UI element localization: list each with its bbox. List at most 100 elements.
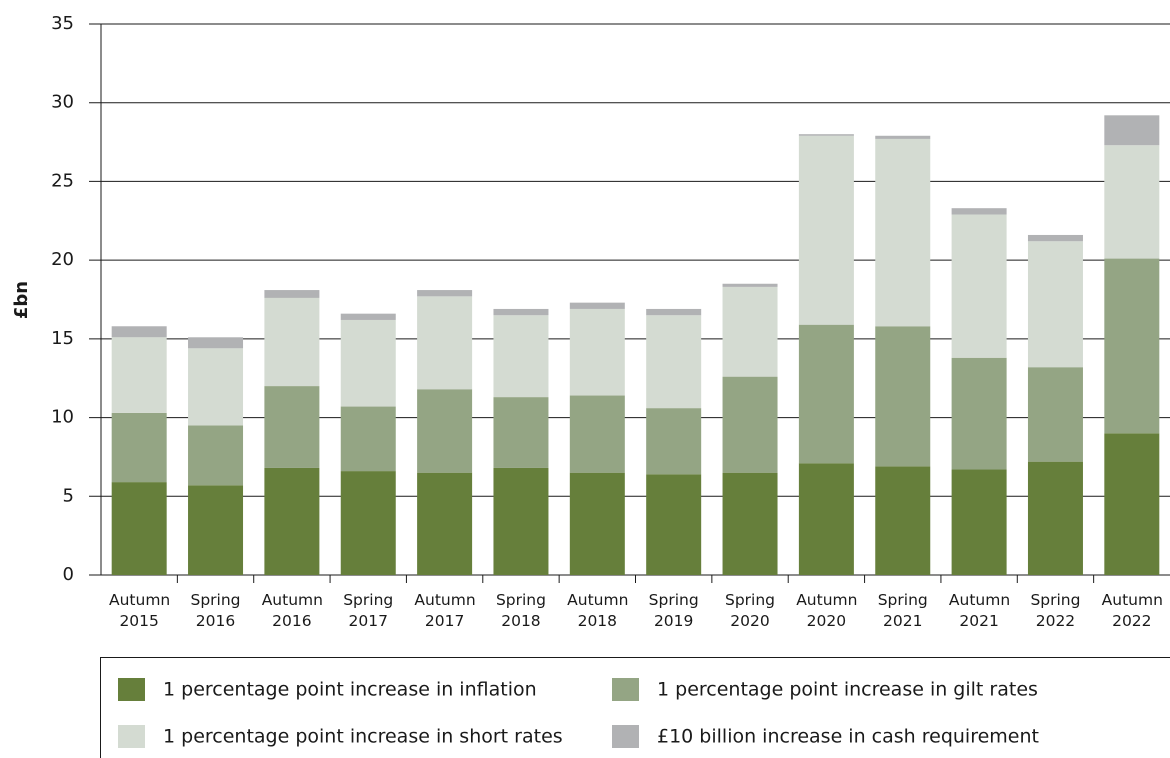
x-tick-label: Spring 2021: [877, 591, 928, 630]
bar-segment: [1027, 367, 1083, 462]
y-tick-label: 0: [63, 564, 74, 585]
x-tick-label: Spring 2017: [343, 591, 394, 630]
legend-label: 1 percentage point increase in inflation: [163, 679, 537, 701]
bar-segment: [569, 395, 625, 473]
x-tick-label-box: Autumn 2016: [261, 591, 323, 630]
x-tick-label: Spring 2019: [648, 591, 699, 630]
bar-segment: [646, 474, 702, 575]
bar-segment: [188, 485, 244, 575]
bar-segment: [417, 290, 473, 297]
x-tick-label-box: Autumn 2018: [567, 591, 629, 630]
x-tick-label: Autumn 2017: [414, 591, 476, 630]
bar-segment: [340, 471, 396, 575]
x-tick-label: Spring 2016: [190, 591, 241, 630]
bar-segment: [340, 319, 396, 407]
bar-segment: [264, 467, 320, 575]
bar-segment: [493, 467, 549, 575]
y-tick-label: 10: [51, 407, 74, 428]
x-tick-label: Spring 2020: [725, 591, 776, 630]
bar-segment: [798, 135, 854, 325]
bar-segment: [722, 472, 778, 575]
x-tick-label: Autumn 2021: [948, 591, 1011, 630]
bar-segment: [1104, 115, 1160, 146]
bar-segment: [569, 302, 625, 309]
x-tick-label-box: Autumn 2020: [796, 591, 858, 630]
bar-segment: [111, 482, 167, 575]
bar-segment: [646, 308, 702, 316]
bar-segment: [188, 425, 244, 486]
y-tick-label: 25: [51, 170, 74, 191]
bar-segment: [951, 208, 1007, 215]
x-tick-label-box: Spring 2022: [1030, 591, 1081, 630]
bar-segment: [798, 134, 854, 136]
legend-label: £10 billion increase in cash requirement: [657, 726, 1039, 748]
x-tick-label-box: Spring 2018: [495, 591, 546, 630]
bar-segment: [1104, 258, 1160, 434]
bar-segment: [1027, 234, 1083, 242]
bar-segment: [340, 313, 396, 320]
legend-swatch: [118, 725, 145, 748]
bar-segment: [493, 397, 549, 468]
bar-segment: [951, 469, 1007, 575]
bar-segment: [340, 406, 396, 472]
bar-segment: [569, 472, 625, 575]
bar-segment: [264, 290, 320, 298]
legend-swatch: [118, 678, 145, 701]
x-tick-label-box: Autumn 2022: [1101, 591, 1163, 630]
x-tick-label-box: Autumn 2021: [948, 591, 1011, 630]
bar-segment: [646, 408, 702, 475]
x-tick-label-box: Spring 2016: [190, 591, 241, 630]
x-tick-label: Autumn 2018: [567, 591, 629, 630]
legend-label: 1 percentage point increase in short rat…: [163, 726, 563, 748]
bar-segment: [264, 386, 320, 468]
x-tick-label-box: Spring 2017: [343, 591, 394, 630]
bar-segment: [188, 348, 244, 426]
x-tick-label: Autumn 2022: [1101, 591, 1163, 630]
bar-segment: [1104, 145, 1160, 259]
legend-swatch: [612, 678, 639, 701]
bar-segment: [798, 324, 854, 464]
bar-segment: [1104, 433, 1160, 575]
bar-segment: [1027, 241, 1083, 368]
bar-segment: [875, 135, 931, 139]
bar-segment: [264, 297, 320, 387]
bar-segment: [722, 286, 778, 377]
bar-segment: [1027, 461, 1083, 575]
x-tick-label: Autumn 2016: [261, 591, 323, 630]
bar-segment: [722, 376, 778, 473]
bar-segment: [493, 308, 549, 316]
bar-segment: [951, 214, 1007, 358]
y-tick-label: 30: [51, 92, 74, 113]
x-tick-label: Spring 2018: [495, 591, 546, 630]
bar-segment: [417, 296, 473, 390]
y-tick-label: 20: [51, 249, 74, 270]
bar-segment: [798, 463, 854, 575]
bar-segment: [646, 315, 702, 409]
bar-segment: [569, 308, 625, 396]
x-tick-label: Autumn 2015: [109, 591, 171, 630]
bar-segment: [875, 326, 931, 467]
bar-segment: [951, 357, 1007, 470]
bar-segment: [111, 326, 167, 338]
x-tick-label-box: Spring 2021: [877, 591, 928, 630]
legend-swatch: [612, 725, 639, 748]
bar-segment: [875, 138, 931, 327]
legend-frame: [100, 657, 1170, 758]
y-tick-label: 15: [51, 328, 74, 349]
y-tick-label: 35: [51, 13, 74, 34]
x-tick-label: Spring 2022: [1030, 591, 1081, 630]
x-tick-label-box: Autumn 2017: [414, 591, 476, 630]
bar-segment: [111, 337, 167, 413]
bar-segment: [111, 412, 167, 483]
bar-segment: [493, 315, 549, 398]
bar-segment: [875, 466, 931, 575]
legend-label: 1 percentage point increase in gilt rate…: [657, 679, 1038, 701]
x-tick-label-box: Spring 2019: [648, 591, 699, 630]
bar-segment: [417, 389, 473, 473]
x-tick-label: Autumn 2020: [796, 591, 858, 630]
bar-segment: [417, 472, 473, 575]
x-tick-label-box: Spring 2020: [725, 591, 776, 630]
y-tick-label: 5: [63, 485, 74, 506]
bar-segment: [722, 283, 778, 287]
